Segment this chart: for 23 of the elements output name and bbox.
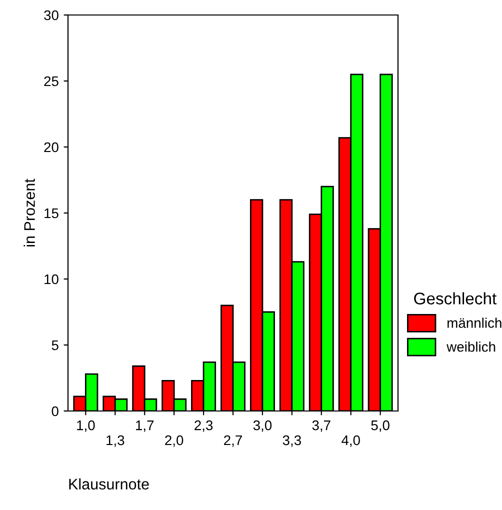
x-tick-label: 1,0: [77, 420, 95, 432]
y-tick-label: 20: [44, 142, 58, 152]
x-tick-label: 2,0: [165, 435, 184, 447]
legend-title: Geschlecht: [414, 292, 497, 304]
x-tick-label: 3,0: [253, 420, 272, 432]
x-axis-title: Klausurnote: [69, 478, 149, 490]
x-tick-label: 1,7: [136, 420, 154, 432]
y-tick-label: 10: [44, 274, 58, 284]
y-tick-label: 5: [52, 340, 58, 350]
legend-label: weiblich: [446, 342, 496, 352]
legend-label: männlich: [448, 318, 502, 328]
y-tick-label: 0: [52, 406, 58, 416]
x-tick-label: 2,3: [194, 420, 213, 432]
x-tick-label: 2,7: [224, 435, 242, 447]
x-tick-label: 5,0: [371, 420, 390, 432]
x-tick-label: 4,0: [342, 435, 360, 447]
x-tick-label: 1,3: [106, 435, 124, 447]
y-tick-label: 15: [44, 208, 58, 218]
x-tick-label: 3,3: [282, 435, 301, 447]
y-tick-label: 30: [44, 10, 58, 20]
x-tick-label: 3,7: [312, 420, 330, 432]
y-axis-title: in Prozent: [24, 178, 35, 246]
y-tick-label: 25: [44, 76, 58, 86]
